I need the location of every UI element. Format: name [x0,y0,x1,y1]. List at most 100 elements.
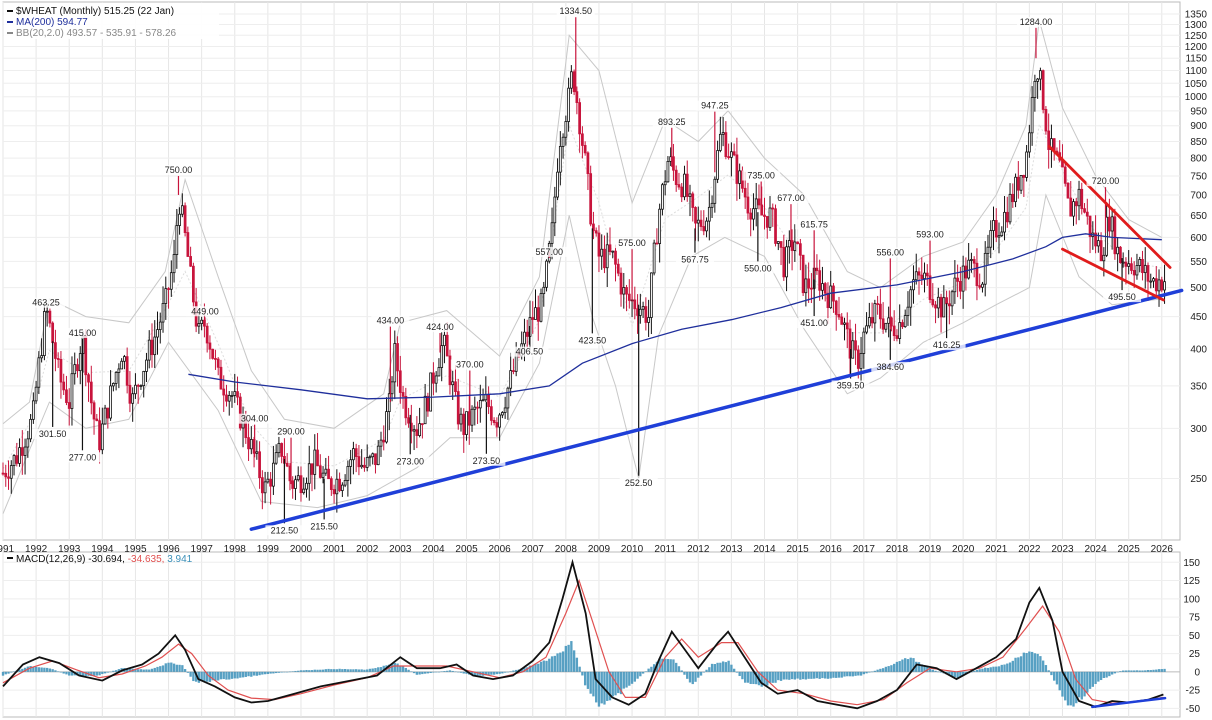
price-annotation: 720.00 [1092,176,1120,186]
candle-body [925,272,929,277]
x-tick-label: 1996 [157,544,180,555]
candle-body [432,372,435,384]
macd-hist-bar [214,671,217,681]
macd-hist-bar [837,671,841,678]
price-annotation: 451.00 [800,318,828,328]
annotation-bg [695,100,734,111]
candle-body [214,358,217,360]
candle-body [939,296,943,318]
annotation-bg [159,164,198,175]
candle-body [478,400,482,409]
macd-hist-bar [457,671,460,673]
macd-hist-bar [531,665,534,672]
macd-hist-bar [495,671,499,675]
macd-hist-bar [515,669,518,672]
candle-body [327,468,330,480]
candle-body [316,449,319,467]
macd-hist-bar [948,671,951,676]
macd-hist-bar [172,663,176,672]
macd-hist-bar [630,671,634,684]
macd-hist-bar [426,671,430,674]
macd-hist-bar [702,671,705,673]
candle-body [451,381,455,386]
macd-hist-bar [178,664,181,672]
candle-body [581,133,584,146]
macd-hist-bar [992,666,995,672]
macd-hist-bar [313,669,316,672]
x-tick-label: 2002 [356,544,379,555]
macd-hist-bar [523,667,526,672]
macd-hist-bar [741,671,744,680]
macd-hist-bar [611,671,614,697]
macd-hist-bar [950,671,954,677]
candle-body [266,478,270,483]
macd-hist-bar [153,667,156,672]
macd-hist-bar [843,671,846,677]
macd-hist-bar [881,668,885,672]
x-tick-label: 2011 [654,544,676,555]
macd-hist-bar [1030,651,1034,672]
macd-hist-bar [1072,671,1075,707]
candle-body [1146,265,1150,282]
macd-hist-bar [1116,671,1119,673]
candle-body [605,244,609,269]
macd-hist-bar [578,666,581,672]
macd-hist-bar [283,671,286,673]
macd-hist-bar [335,669,339,672]
candle-body [583,145,587,154]
macd-hist-bar [984,667,987,672]
candle-body [994,220,998,238]
candle-body [465,411,468,435]
macd-hist-bar [840,671,843,678]
candle-body [906,306,910,316]
macd-hist-bar [183,669,187,672]
macd-hist-bar [512,670,515,672]
macd-hist-bar [448,670,452,672]
y-tick-label: 300 [1190,424,1207,435]
macd-hist-bar [255,671,259,676]
macd-hist-bar [986,667,990,672]
macd-hist-bar [4,671,7,675]
candle-body [492,419,496,423]
macd-hist-bar [857,671,860,676]
macd-hist-bar [628,671,631,686]
macd-hist-bar [1022,652,1026,672]
annotation-bg [556,6,595,17]
macd-hist-bar [446,670,449,672]
macd-hist-bar [644,671,648,672]
candle-body [1113,216,1117,255]
macd-hist-bar [139,669,143,672]
macd-hist-bar [241,671,245,678]
candle-body [945,297,948,305]
macd-hist-bar [1083,671,1086,697]
macd-hist-bar [70,671,74,676]
price-annotation: 735.00 [747,171,775,181]
macd-hist-bar [956,671,959,678]
macd-hist-bar [975,669,979,672]
macd-blue-trendline [1091,696,1167,709]
candle-body [942,297,946,318]
macd-hist-bar [379,667,383,672]
candle-body [1036,78,1040,82]
candle-body [346,466,350,481]
candle-body [746,196,750,214]
macd-hist-bar [796,671,799,679]
candle-body [680,186,684,198]
macd-hist-bar [774,671,777,683]
candle-body [186,232,190,257]
annotation-bg [871,247,910,258]
x-tick-label: 2006 [488,544,511,555]
candle-body [437,367,441,377]
macd-hist-bar [608,671,612,701]
candle-body [277,443,281,454]
candle-body [699,219,703,227]
macd-hist-bar [484,671,488,676]
candle-body [961,265,965,292]
x-tick-label: 2018 [886,544,909,555]
macd-hist-bar [895,661,899,672]
candle-body [335,478,339,495]
macd-legend-swatch [7,557,13,559]
candle-body [718,133,722,151]
candle-body [192,265,195,303]
candle-body [459,413,463,425]
